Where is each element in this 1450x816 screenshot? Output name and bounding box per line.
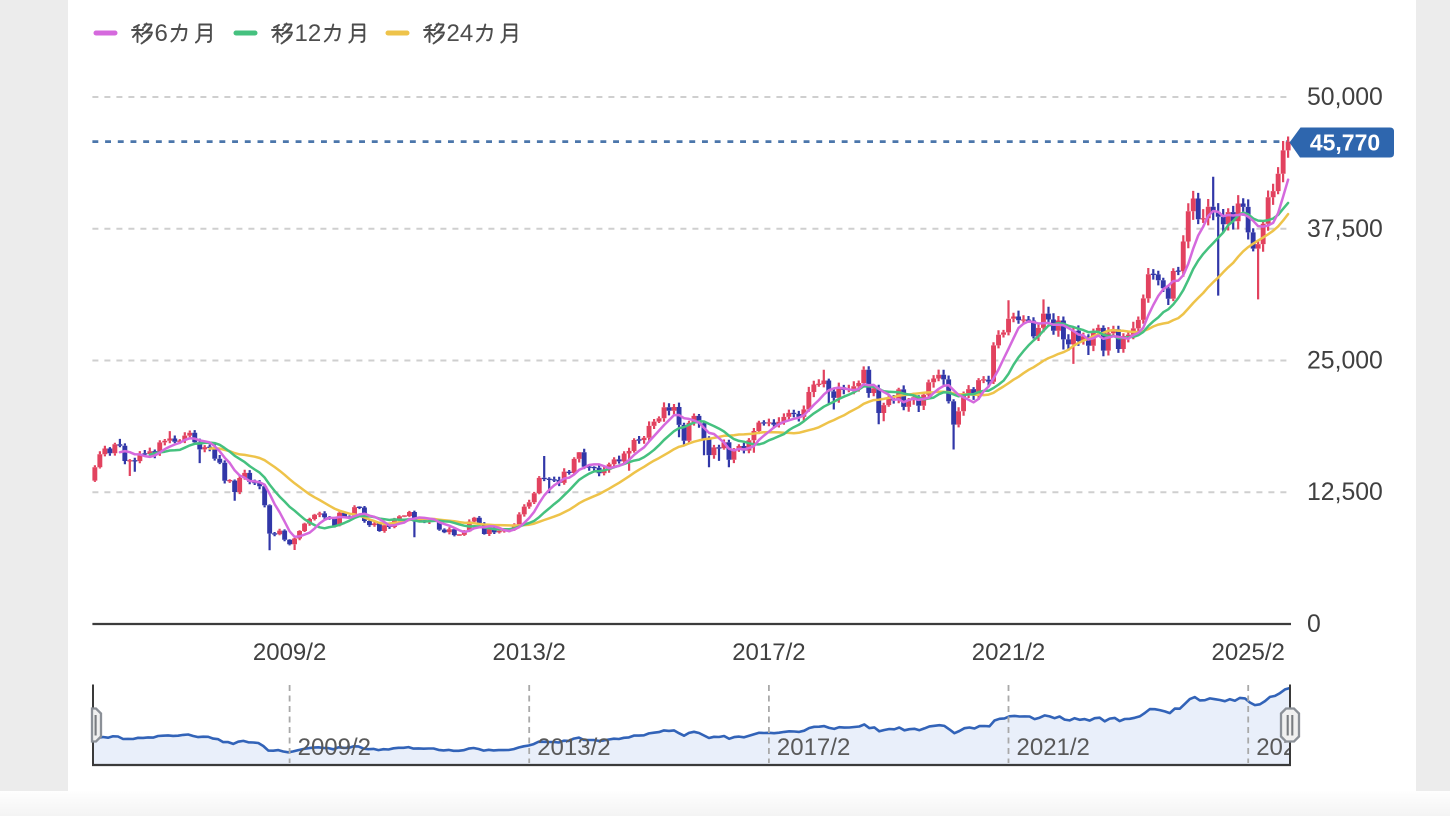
svg-text:37,500: 37,500 [1307,216,1383,243]
svg-text:2021/2: 2021/2 [972,639,1045,666]
svg-text:2021/2: 2021/2 [1017,734,1090,761]
svg-text:2013/2: 2013/2 [492,639,565,666]
svg-text:45,770: 45,770 [1310,130,1380,156]
svg-text:2009/2: 2009/2 [253,639,326,666]
svg-text:2013/2: 2013/2 [537,734,610,761]
svg-text:12: 12 [295,20,322,47]
svg-text:12,500: 12,500 [1307,479,1383,506]
svg-text:2009/2: 2009/2 [298,734,371,761]
svg-text:2017/2: 2017/2 [732,639,805,666]
svg-text:50,000: 50,000 [1307,84,1383,111]
svg-text:6: 6 [155,20,168,47]
svg-text:24: 24 [447,20,474,47]
svg-text:2025/2: 2025/2 [1211,639,1284,666]
svg-text:25,000: 25,000 [1307,348,1383,375]
svg-text:0: 0 [1307,611,1321,638]
svg-text:2017/2: 2017/2 [777,734,850,761]
